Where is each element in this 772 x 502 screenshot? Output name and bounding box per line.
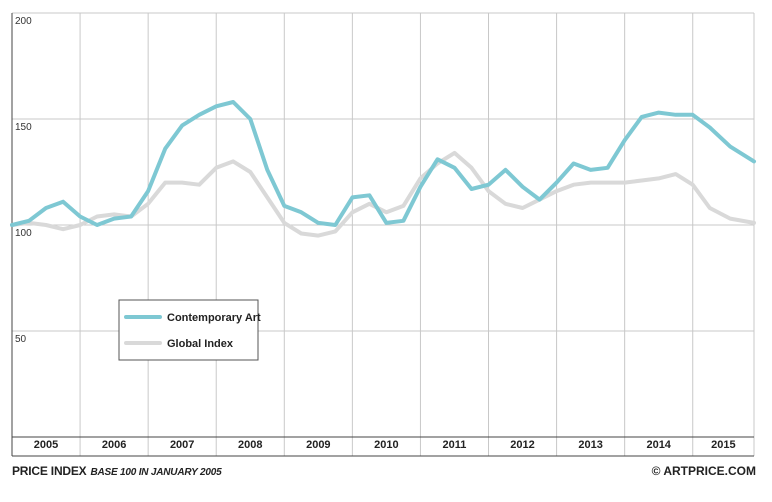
series-line-global-index xyxy=(10,150,756,238)
x-tick-label-2013: 2013 xyxy=(578,439,602,451)
x-tick-label-2011: 2011 xyxy=(443,439,467,451)
legend-box xyxy=(118,299,259,361)
legend-label-contemporary: Contemporary Art xyxy=(167,312,261,324)
axis-layer: 50 100 150 200 2005 2006 2007 2008 2009 2010 2011 2… xyxy=(11,13,755,457)
x-tick-label-2015: 2015 xyxy=(711,439,735,451)
legend-label-global: Global Index xyxy=(167,338,234,350)
x-tick-label-2009: 2009 xyxy=(306,439,330,451)
footer-title: PRICE INDEX xyxy=(12,464,87,478)
grid-layer xyxy=(11,12,754,456)
y-tick-label-200: 200 xyxy=(15,16,32,27)
series-layer xyxy=(10,100,756,238)
footer-credit: © ARTPRICE.COM xyxy=(651,464,756,478)
x-tick-label-2007: 2007 xyxy=(170,439,194,451)
price-index-chart: 50 100 150 200 2005 2006 2007 2008 2009 2010 2011 2… xyxy=(10,12,756,457)
x-tick-label-2005: 2005 xyxy=(34,439,58,451)
x-tick-label-2006: 2006 xyxy=(102,439,126,451)
y-tick-label-150: 150 xyxy=(15,122,32,133)
y-tick-label-50: 50 xyxy=(15,334,27,345)
footer-title-block: PRICE INDEX BASE 100 IN JANUARY 2005 xyxy=(12,464,222,482)
legend: Contemporary Art Global Index xyxy=(118,299,261,361)
x-tick-label-2008: 2008 xyxy=(238,439,262,451)
x-tick-label-2010: 2010 xyxy=(374,439,398,451)
x-tick-label-2012: 2012 xyxy=(510,439,534,451)
series-line-contemporary-art xyxy=(10,100,756,227)
x-tick-label-2014: 2014 xyxy=(646,439,671,451)
footer-subtitle: BASE 100 IN JANUARY 2005 xyxy=(90,467,222,478)
y-tick-label-100: 100 xyxy=(15,228,32,239)
